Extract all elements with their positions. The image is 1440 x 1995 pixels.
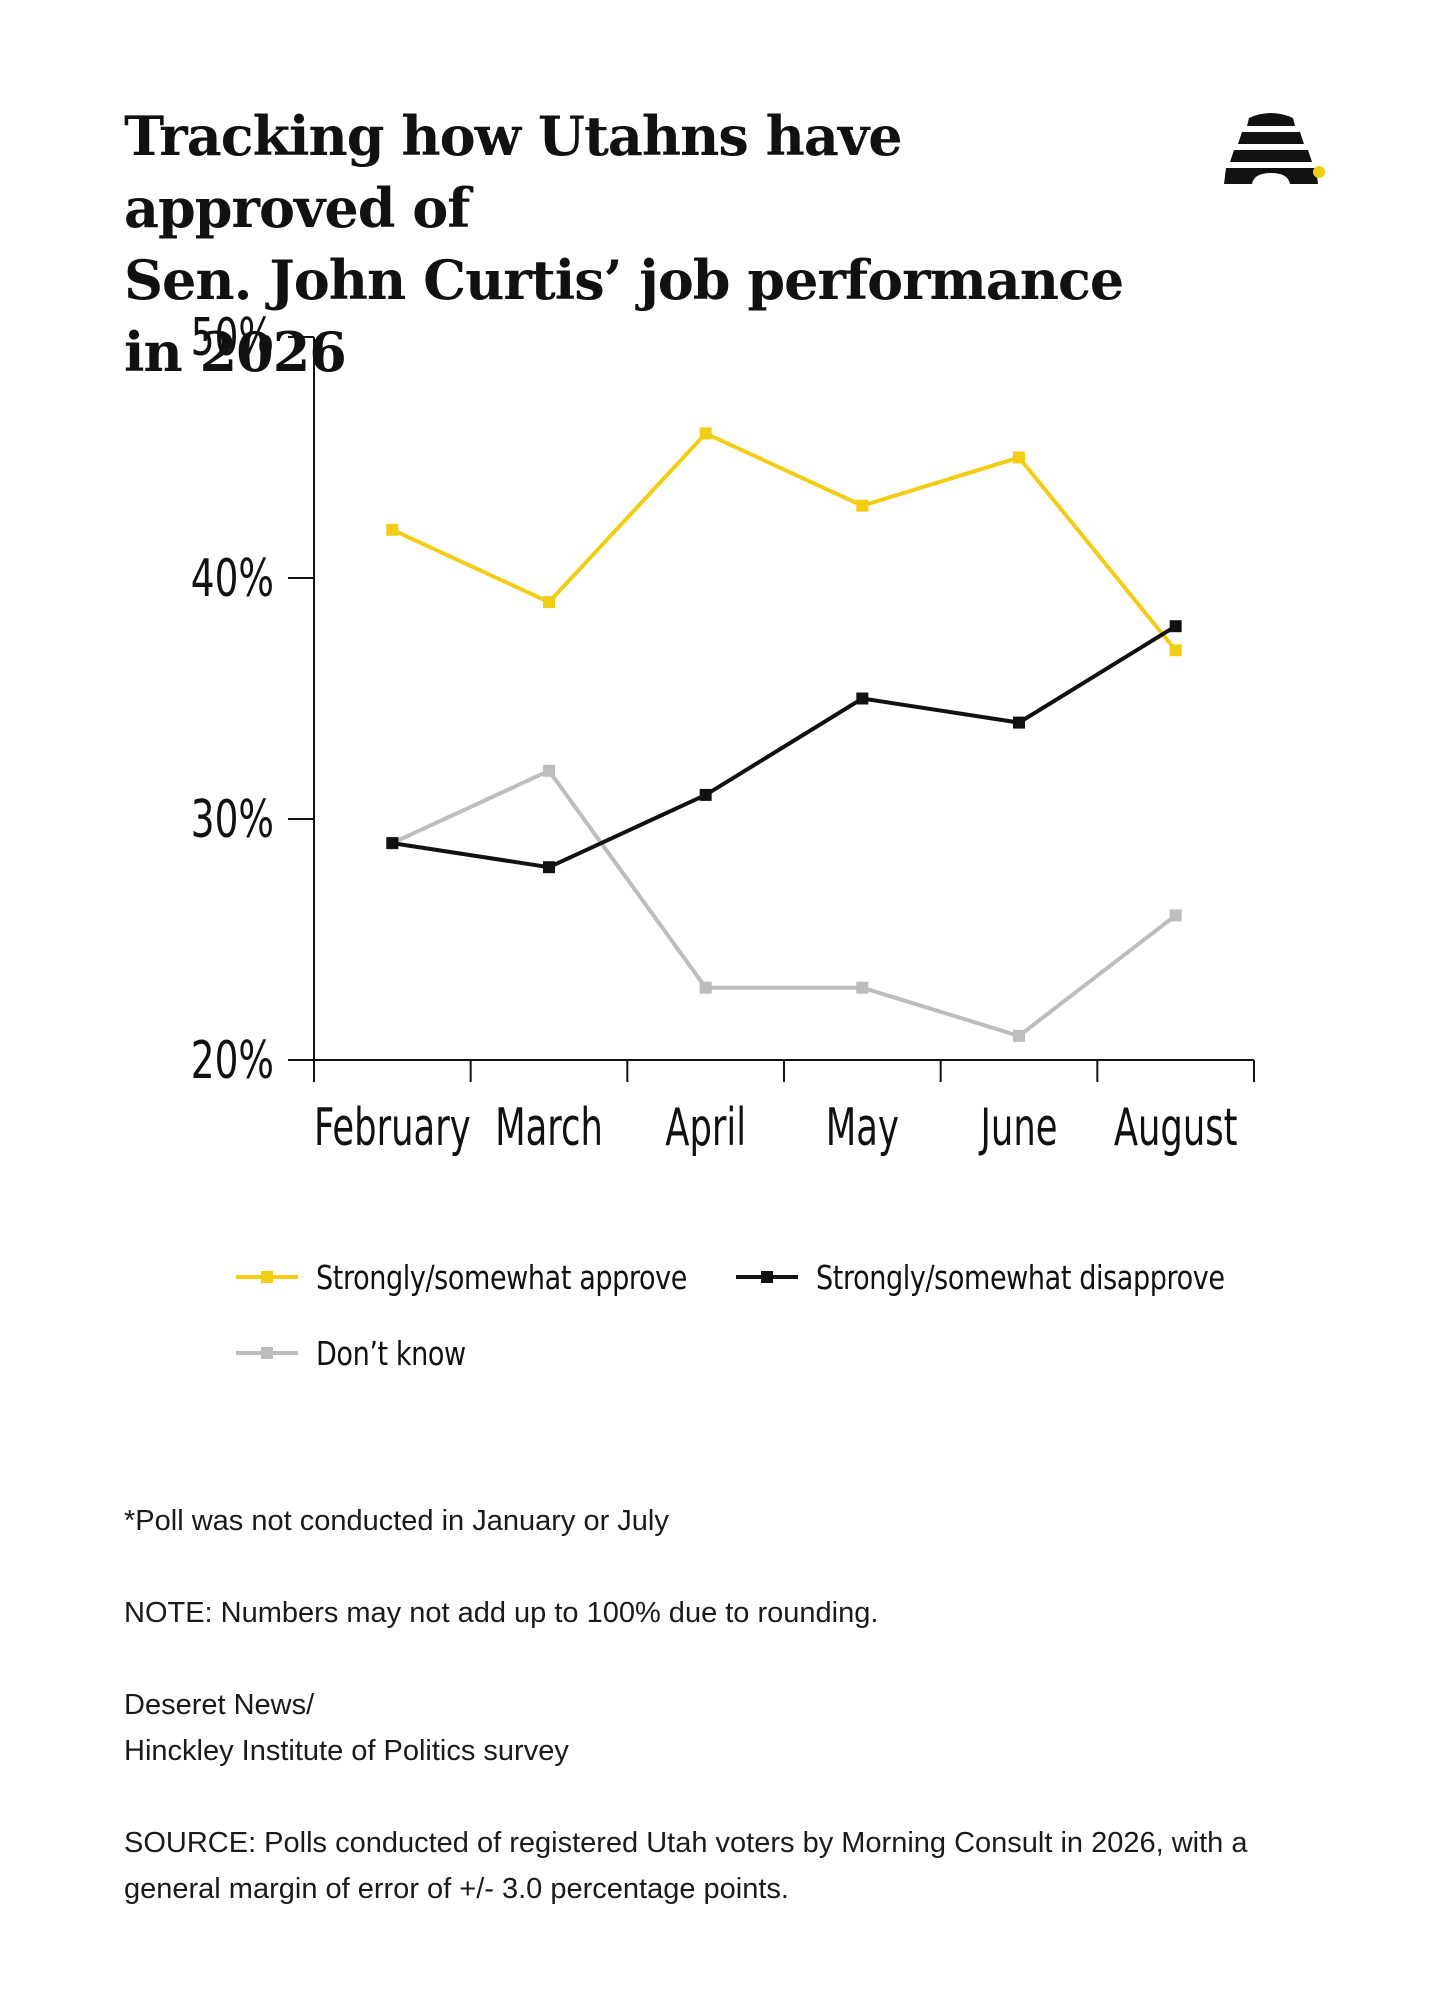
legend-item-disapprove: Strongly/somewhat disapprove — [736, 1250, 1314, 1304]
beehive-icon — [1224, 113, 1325, 184]
y-tick-label: 30% — [191, 789, 274, 850]
chart-axes — [313, 337, 1254, 1061]
title-line-1: Tracking how Utahns have approved of — [124, 104, 903, 240]
chart-series — [386, 427, 1182, 1042]
legend-item-dont-know: Don’t know — [236, 1326, 499, 1380]
chart-notes: *Poll was not conducted in January or Ju… — [124, 1498, 1304, 1958]
x-tick-label: May — [826, 1098, 899, 1158]
data-point-dont-know — [1013, 1029, 1025, 1042]
data-point-approve — [386, 523, 399, 536]
x-tick-label: February — [314, 1098, 471, 1158]
legend-swatch-dont-know — [236, 1347, 298, 1359]
y-axis-ticks: 20% 30% 40% 50% — [191, 307, 314, 1091]
data-point-disapprove — [856, 692, 869, 705]
data-point-approve — [699, 427, 712, 440]
data-point-dont-know — [699, 981, 712, 994]
y-tick-label: 20% — [191, 1030, 274, 1091]
title-line-2: Sen. John Curtis’ job performance in 202… — [124, 248, 1124, 384]
data-point-approve — [1013, 451, 1025, 464]
x-tick-label: March — [495, 1098, 603, 1158]
data-point-approve — [856, 499, 869, 512]
data-point-approve — [1169, 644, 1182, 657]
line-chart: 20% 30% 40% 50% February March April May June Au… — [191, 307, 1255, 1158]
data-point-approve — [543, 596, 555, 609]
logo-dot — [1313, 166, 1325, 178]
series-line-disapprove — [392, 624, 1177, 870]
data-point-disapprove — [386, 837, 399, 850]
legend-label-approve: Strongly/somewhat approve — [316, 1257, 688, 1297]
legend-swatch-disapprove — [736, 1271, 798, 1283]
legend-label-disapprove: Strongly/somewhat disapprove — [816, 1257, 1225, 1297]
credit-line-1: Deseret News/ — [124, 1689, 315, 1721]
credit-line-2: Hinckley Institute of Politics survey — [124, 1735, 569, 1767]
y-tick-label: 40% — [191, 548, 274, 609]
series-line-approve — [391, 430, 1178, 652]
x-tick-label: August — [1114, 1098, 1238, 1158]
chart-title: Tracking how Utahns have approved of Sen… — [124, 100, 1184, 388]
data-point-disapprove — [543, 861, 555, 874]
x-axis-ticks: February March April May June August — [313, 1060, 1255, 1158]
series-line-dont-know — [391, 768, 1177, 1039]
data-point-dont-know — [856, 981, 869, 994]
x-tick-label: June — [978, 1098, 1057, 1158]
x-tick-label: April — [665, 1098, 746, 1158]
chart-legend: Strongly/somewhat approve Strongly/somew… — [236, 1250, 1336, 1400]
legend-item-approve: Strongly/somewhat approve — [236, 1250, 768, 1304]
data-point-dont-know — [1169, 909, 1182, 922]
data-point-disapprove — [1013, 716, 1025, 729]
legend-swatch-approve — [236, 1271, 298, 1283]
data-point-disapprove — [1169, 620, 1182, 633]
rounding-note: NOTE: Numbers may not add up to 100% due… — [124, 1597, 879, 1629]
legend-label-dont-know: Don’t know — [316, 1333, 466, 1373]
poll-note: *Poll was not conducted in January or Ju… — [124, 1505, 669, 1537]
source-note: SOURCE: Polls conducted of registered Ut… — [124, 1827, 1248, 1905]
y-tick-label: 50% — [191, 307, 274, 368]
data-point-disapprove — [699, 788, 712, 801]
data-point-dont-know — [543, 764, 555, 777]
